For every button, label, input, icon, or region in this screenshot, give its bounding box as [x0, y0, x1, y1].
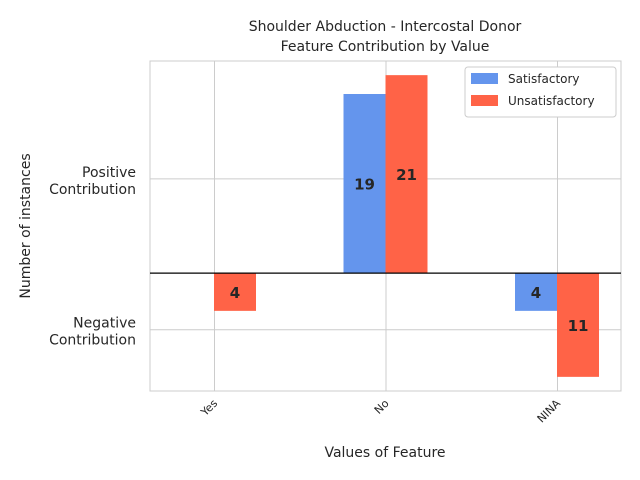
legend-box [464, 66, 617, 118]
x-tick-label: Yes [198, 397, 221, 420]
bar-unsatisfactory-nina [557, 273, 599, 377]
chart-subtitle: Feature Contribution by Value [281, 39, 490, 55]
bar-value-labels: 19 4 4 21 11 [230, 166, 589, 335]
legend-swatch [471, 95, 498, 106]
legend-label: Unsatisfactory [508, 94, 595, 108]
bar-satisfactory-no [343, 94, 386, 274]
x-tick-labels: Yes No NINA [198, 397, 564, 426]
y-axis-label: Number of instances [18, 153, 34, 298]
bar-value-label: 4 [531, 284, 541, 302]
y-tick-label: Negative Contribution [49, 316, 136, 349]
legend-label: Satisfactory [508, 72, 580, 86]
bar-satisfactory-nina [515, 273, 557, 311]
x-tick-label: No [372, 397, 392, 417]
x-axis-label: Values of Feature [324, 445, 445, 461]
bar-value-label: 21 [396, 166, 417, 184]
bar-value-label: 11 [568, 317, 589, 335]
bar-value-label: 19 [354, 176, 375, 194]
y-tick-labels: Positive Contribution Negative Contribution [49, 165, 136, 349]
y-tick-label: Positive Contribution [49, 165, 136, 198]
chart-title: Shoulder Abduction - Intercostal Donor [249, 19, 522, 35]
legend-swatch [471, 73, 498, 84]
bars [214, 75, 599, 377]
bar-value-label: 4 [230, 284, 240, 302]
bar-unsatisfactory-no [385, 75, 428, 274]
x-tick-label: NINA [535, 397, 564, 426]
legend: Satisfactory Unsatisfactory [464, 66, 617, 118]
bar-unsatisfactory-yes [214, 273, 256, 311]
